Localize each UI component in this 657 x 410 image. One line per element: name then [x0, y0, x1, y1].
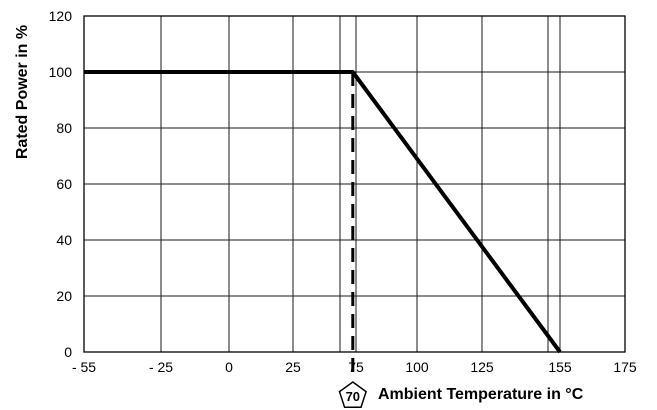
y-axis-title: Rated Power in %: [14, 25, 31, 159]
y-tick-label: 120: [49, 8, 73, 24]
y-tick-label: 20: [56, 288, 72, 304]
x-tick-label: 155: [548, 359, 572, 375]
x-axis-title: Ambient Temperature in °C: [378, 386, 584, 403]
y-tick-label: 60: [56, 176, 72, 192]
x-tick-label: 0: [225, 359, 233, 375]
x-tick-label: 25: [285, 359, 301, 375]
annotations: 70: [338, 72, 367, 409]
x-tick-label: 125: [470, 359, 494, 375]
pentagon-marker: [338, 381, 367, 409]
tick-labels: 0 20 40 60 80 100 120 - 55 - 25 0 25 75 100 125 155 175: [49, 8, 637, 375]
y-tick-label: 100: [49, 64, 73, 80]
y-tick-label: 80: [56, 120, 72, 136]
pentagon-marker-label: 70: [346, 389, 360, 404]
x-tick-label: 175: [613, 359, 637, 375]
x-tick-label: 100: [405, 359, 429, 375]
y-tick-label: 0: [64, 344, 72, 360]
y-tick-label: 40: [56, 232, 72, 248]
plot-frame: [83, 15, 626, 353]
x-tick-label: - 55: [72, 359, 96, 375]
x-tick-label: - 25: [149, 359, 173, 375]
x-tick-label: 75: [348, 359, 364, 375]
